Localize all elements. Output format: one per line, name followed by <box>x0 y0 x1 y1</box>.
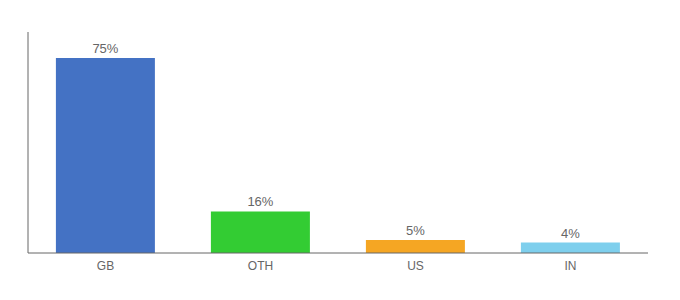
svg-text:IN: IN <box>565 259 577 273</box>
svg-text:75%: 75% <box>92 41 118 56</box>
svg-text:5%: 5% <box>406 223 425 238</box>
svg-text:4%: 4% <box>561 226 580 241</box>
svg-text:GB: GB <box>97 259 114 273</box>
svg-text:US: US <box>407 259 424 273</box>
svg-text:16%: 16% <box>247 194 273 209</box>
svg-text:OTH: OTH <box>248 259 273 273</box>
